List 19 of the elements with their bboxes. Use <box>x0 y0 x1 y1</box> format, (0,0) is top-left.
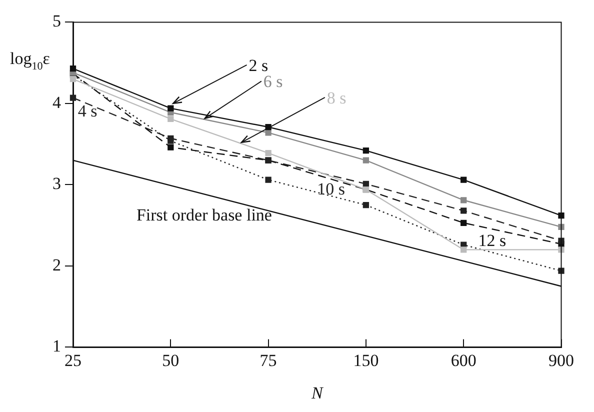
x-tick-label: 50 <box>162 350 180 370</box>
text: 2 s <box>248 56 268 75</box>
text: 8 s <box>326 88 346 108</box>
text: 6 s <box>263 72 283 92</box>
x-tick-label: 25 <box>64 350 82 370</box>
series-label: 10 s <box>317 179 345 198</box>
series-label: 4 s <box>78 101 98 120</box>
series-label: First order base line <box>136 205 272 224</box>
x-axis-title: N <box>310 383 324 402</box>
x-tick-label: 900 <box>548 350 574 370</box>
y-tick-label: 5 <box>52 12 61 31</box>
y-tick-label: 2 <box>52 255 61 274</box>
series-label: 12 s <box>478 230 506 250</box>
y-tick-label: 4 <box>52 92 62 112</box>
x-tick-label: 150 <box>353 350 379 370</box>
y-tick-label: 1 <box>52 336 61 356</box>
x-tick-label: 75 <box>260 350 277 370</box>
x-tick-label: 600 <box>450 350 476 370</box>
y-tick-label: 3 <box>52 174 61 194</box>
